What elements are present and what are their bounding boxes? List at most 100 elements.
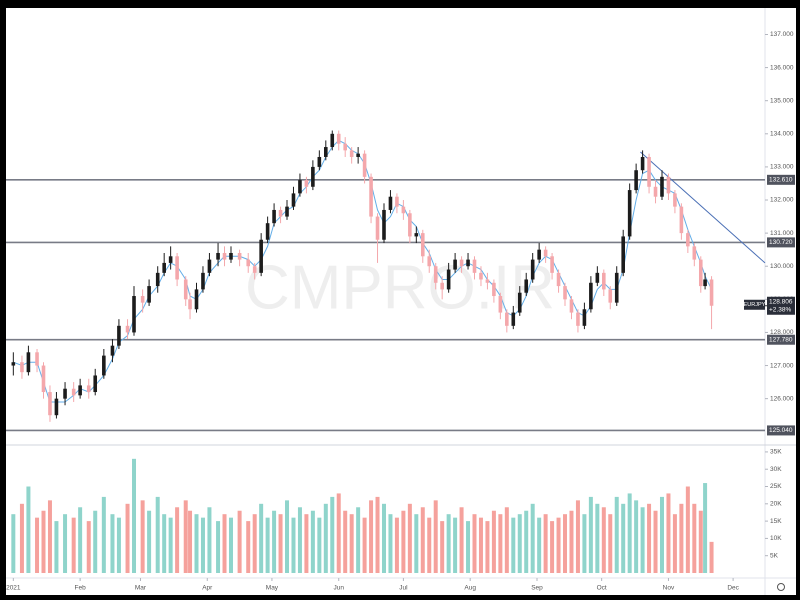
volume-bar: [433, 500, 438, 573]
volume-bar: [388, 514, 393, 573]
volume-bar: [556, 517, 561, 573]
volume-bar: [407, 503, 412, 573]
volume-bar: [672, 514, 677, 573]
volume-tick-label: 30K: [770, 466, 782, 473]
volume-bar: [709, 541, 714, 573]
volume-bar: [200, 517, 205, 573]
volume-bar: [575, 500, 580, 573]
volume-bar: [285, 500, 290, 573]
candle-body: [692, 246, 697, 260]
settings-icon[interactable]: [777, 583, 785, 591]
candle-body: [582, 309, 587, 326]
candle-body: [317, 156, 322, 167]
candle-body: [222, 252, 227, 260]
volume-bar: [659, 496, 664, 573]
candle-body: [343, 143, 348, 151]
volume-bar: [86, 521, 91, 573]
y-tick-label: 126.000: [770, 395, 794, 402]
candle-body: [183, 279, 188, 300]
volume-bar: [78, 507, 83, 573]
candle-body: [709, 279, 714, 306]
candle-body: [63, 388, 67, 399]
volume-bar: [420, 507, 425, 573]
volume-bar: [511, 517, 516, 573]
candle-body: [201, 272, 205, 290]
level-label: 127.780: [769, 336, 793, 343]
volume-bar: [601, 507, 606, 573]
volume-bar: [582, 514, 587, 573]
volume-bar: [537, 517, 542, 573]
candle-body: [647, 156, 651, 187]
candle-body: [550, 256, 554, 273]
volume-bar: [47, 500, 52, 573]
x-tick-label: Feb: [75, 585, 87, 592]
candle-body: [401, 206, 406, 214]
candle-body: [26, 352, 31, 373]
volume-tick-label: 25K: [770, 483, 782, 490]
candle-body: [330, 133, 335, 148]
volume-bar: [401, 510, 406, 573]
candle-body: [569, 299, 574, 313]
volume-bar: [317, 517, 322, 573]
volume-bar: [19, 503, 24, 573]
candle-body: [110, 345, 115, 356]
candle-body: [686, 233, 690, 247]
volume-bar: [330, 496, 335, 573]
volume-tick-label: 20K: [770, 501, 782, 508]
candle-body: [362, 153, 367, 177]
candle-body: [414, 233, 419, 237]
volume-bar: [524, 510, 529, 573]
level-label: 130.720: [769, 239, 793, 246]
volume-bar: [147, 510, 152, 573]
volume-bar: [375, 496, 380, 573]
volume-bar: [427, 517, 432, 573]
moving-average: [13, 139, 713, 403]
candle-body: [427, 256, 432, 267]
volume-tick-label: 5K: [770, 552, 779, 559]
candle-body: [102, 355, 106, 376]
candle-body: [453, 259, 457, 270]
candle-body: [304, 180, 309, 187]
volume-bar: [703, 483, 708, 573]
volume-bar: [356, 507, 361, 573]
candle-body: [298, 180, 302, 194]
x-tick-label: Oct: [597, 585, 607, 592]
volume-bar: [116, 517, 121, 573]
y-tick-label: 135.000: [770, 97, 794, 104]
candle-body: [492, 282, 496, 297]
volume-bar: [155, 496, 160, 573]
y-tick-label: 127.000: [770, 362, 794, 369]
volume-bar: [162, 514, 167, 573]
candle-body: [285, 206, 289, 217]
x-tick-label: 2021: [6, 585, 21, 592]
volume-tick-label: 15K: [770, 518, 782, 525]
volume-bar: [216, 521, 221, 573]
candle-body: [698, 259, 703, 287]
volume-bar: [614, 496, 619, 573]
volume-bar: [362, 517, 367, 573]
volume-bar: [485, 521, 490, 573]
candle-body: [375, 216, 380, 240]
symbol-box: [744, 299, 765, 310]
volume-bar: [336, 493, 341, 573]
symbol-label: EURJPY: [744, 302, 766, 308]
candle-body: [35, 352, 39, 366]
volume-bar: [71, 517, 76, 573]
level-label: 125.040: [769, 427, 793, 434]
candle-body: [349, 150, 354, 157]
volume-bar: [459, 507, 464, 573]
volume-bar: [543, 514, 548, 573]
candle-body: [679, 206, 684, 234]
candle-body: [194, 289, 199, 310]
volume-bar: [110, 514, 115, 573]
candle-body: [311, 166, 315, 187]
volume-bar: [440, 521, 445, 573]
volume-bar: [453, 517, 458, 573]
volume-bar: [349, 514, 354, 573]
volume-tick-label: 10K: [770, 535, 782, 542]
volume-bar: [446, 514, 451, 573]
volume-bar: [175, 507, 180, 573]
volume-bar: [252, 514, 257, 573]
price-label: 128.806: [769, 298, 793, 305]
x-tick-label: Mar: [135, 585, 147, 592]
